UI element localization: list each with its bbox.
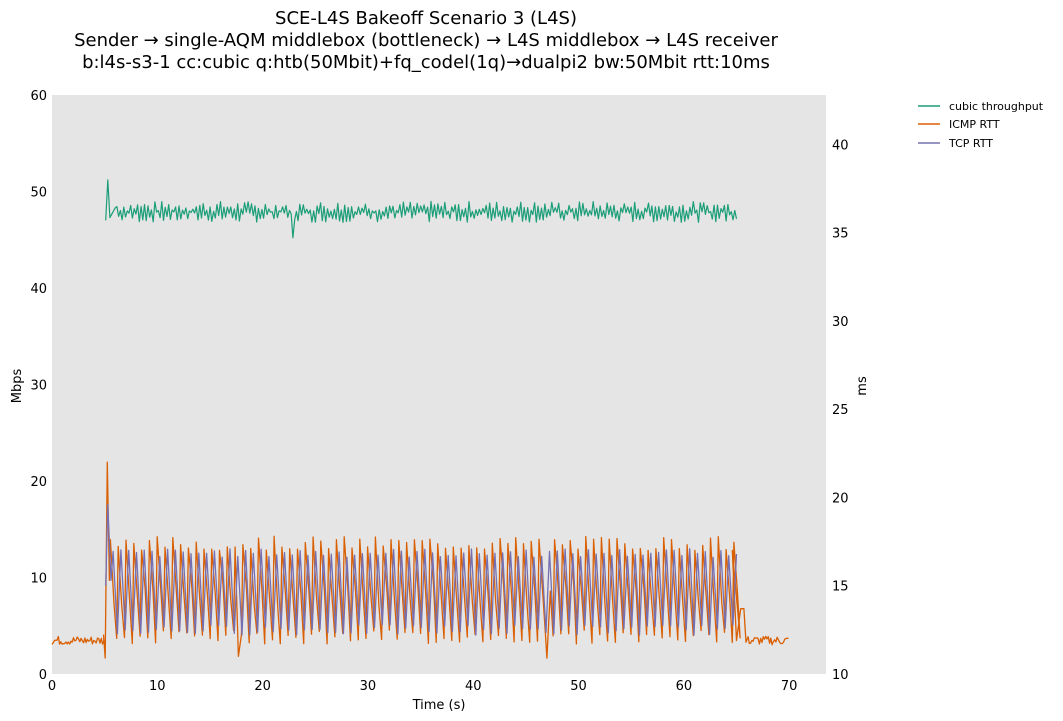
chart-title: SCE-L4S Bakeoff Scenario 3 (L4S) Sender … <box>74 8 778 73</box>
ticks-layer: 0 10 20 30 40 50 60 70 0 10 20 30 40 50 60 10 15 20 25 30 35… <box>30 89 848 694</box>
line-cubic-throughput <box>105 179 738 239</box>
y-tick-label-right: 35 <box>832 227 849 242</box>
legend-label-cubic-throughput: cubic throughput <box>949 100 1044 113</box>
legend-label-tcp-rtt: TCP RTT <box>948 137 993 150</box>
line-icmp-rtt <box>51 461 789 659</box>
x-tick-label: 60 <box>676 679 693 694</box>
y-tick-label-right: 15 <box>832 580 849 595</box>
y-tick-label-left: 0 <box>39 668 47 683</box>
x-tick-label: 70 <box>781 679 798 694</box>
y-tick-label-left: 10 <box>30 572 47 587</box>
legend: cubic throughput ICMP RTT TCP RTT <box>918 100 1044 150</box>
y-tick-label-left: 20 <box>30 475 47 490</box>
x-tick-label: 20 <box>254 679 271 694</box>
title-line-1: SCE-L4S Bakeoff Scenario 3 (L4S) <box>275 8 577 29</box>
y-tick-label-right: 25 <box>832 403 849 418</box>
x-tick-label: 40 <box>465 679 482 694</box>
line-tcp-rtt <box>105 503 738 636</box>
y-axis-label-right: ms <box>855 376 870 396</box>
x-axis-label: Time (s) <box>412 698 466 713</box>
y-tick-label-left: 40 <box>30 282 47 297</box>
y-tick-label-right: 20 <box>832 491 849 506</box>
title-line-3: b:l4s-s3-1 cc:cubic q:htb(50Mbit)+fq_cod… <box>82 52 770 73</box>
x-tick-label: 30 <box>360 679 377 694</box>
y-tick-label-right: 40 <box>832 138 849 153</box>
legend-label-icmp-rtt: ICMP RTT <box>949 118 1000 131</box>
x-tick-label: 10 <box>149 679 166 694</box>
y-tick-label-left: 50 <box>30 186 47 201</box>
y-tick-label-left: 30 <box>30 379 47 394</box>
title-line-2: Sender → single-AQM middlebox (bottlenec… <box>74 30 778 51</box>
y-tick-label-right: 30 <box>832 315 849 330</box>
y-tick-label-left: 60 <box>30 89 47 104</box>
y-tick-label-right: 10 <box>832 668 849 683</box>
y-axis-label-left: Mbps <box>10 369 25 404</box>
series-layer <box>51 179 789 659</box>
x-tick-label: 0 <box>48 679 56 694</box>
x-tick-label: 50 <box>570 679 587 694</box>
